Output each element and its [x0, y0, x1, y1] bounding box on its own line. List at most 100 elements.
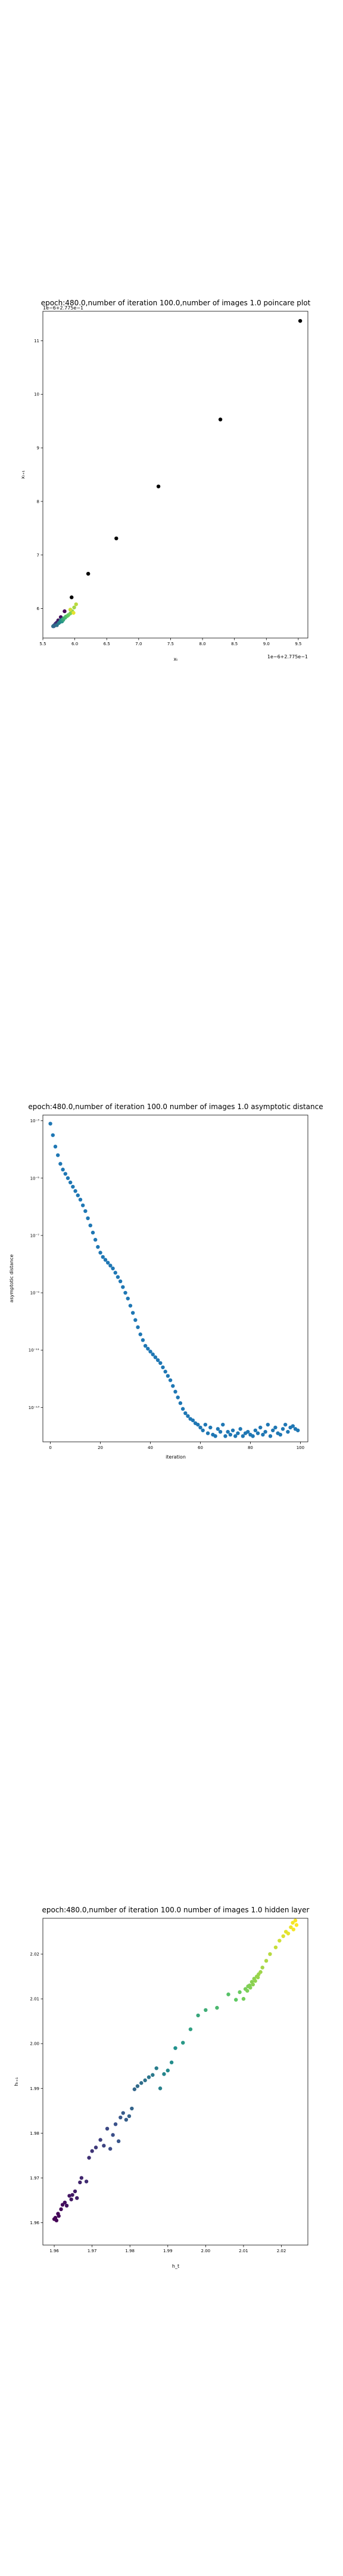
asymptotic-point — [183, 1411, 188, 1416]
hidden-layer-y-tick-label: 1.96 — [30, 2221, 39, 2225]
asymptotic-point — [128, 1304, 133, 1308]
hidden-layer-point — [291, 1921, 295, 1925]
asymptotic-point — [61, 1168, 65, 1172]
asymptotic-point — [136, 1325, 140, 1329]
asymptotic-point — [241, 1434, 245, 1438]
asymptotic-point — [246, 1429, 250, 1434]
hidden-layer-y-tick-label: 2.02 — [30, 1952, 39, 1957]
asymptotic-point — [105, 1261, 110, 1265]
asymptotic-x-tick-label: 60 — [198, 1445, 203, 1450]
hidden-layer-point — [173, 2046, 177, 2050]
asymptotic-point — [201, 1428, 205, 1432]
hidden-layer-point — [143, 2078, 147, 2082]
asymptotic-point — [113, 1271, 117, 1275]
hidden-layer-point — [90, 2149, 94, 2153]
asymptotic-point — [93, 1237, 98, 1242]
hidden-layer-point — [248, 1986, 252, 1990]
hidden-layer-point — [289, 1925, 293, 1930]
poincare-y-tick-label: 6 — [37, 606, 40, 611]
hidden-layer-point — [166, 2069, 170, 2073]
hidden-layer-point — [78, 2180, 82, 2185]
poincare-point — [156, 484, 161, 488]
hidden-layer-x-tick-label: 1.98 — [125, 2249, 135, 2253]
poincare-x-tick-label: 8.0 — [199, 642, 206, 646]
hidden-layer-point — [146, 2075, 151, 2079]
asymptotic-point — [251, 1434, 255, 1438]
poincare-point — [86, 571, 91, 576]
hidden-layer-point — [268, 1952, 272, 1956]
asymptotic-y-tick-label: 10⁻⁵ — [30, 1176, 40, 1181]
hidden-layer-point — [63, 2200, 67, 2205]
poincare-y-tick-label: 7 — [37, 553, 39, 558]
hidden-layer-point — [293, 1918, 298, 1922]
asymptotic-point — [271, 1428, 275, 1432]
hidden-layer-point — [69, 2197, 73, 2202]
poincare-x-tick-label: 6.0 — [71, 642, 78, 646]
hidden-layer-point — [93, 2145, 98, 2150]
asymptotic-point — [213, 1434, 217, 1438]
hidden-layer-point — [105, 2126, 110, 2131]
hidden-layer-point — [226, 1992, 230, 1996]
poincare-title: epoch:480.0,number of iteration 100.0,nu… — [41, 299, 311, 307]
asymptotic-y-tick-label: 10⁻⁷ — [30, 1233, 40, 1238]
hidden-layer-point — [204, 2008, 208, 2012]
hidden-layer-point — [79, 2176, 84, 2180]
asymptotic-point — [280, 1427, 285, 1431]
asymptotic-point — [68, 1180, 73, 1185]
asymptotic-point — [161, 1365, 165, 1370]
asymptotic-point — [166, 1374, 170, 1378]
asymptotic-point — [296, 1428, 300, 1432]
hidden-layer-point — [111, 2133, 115, 2137]
hidden-layer-point — [67, 2194, 71, 2198]
hidden-layer-point — [241, 1996, 246, 2001]
asymptotic-point — [121, 1285, 125, 1289]
hidden-layer-point — [245, 1989, 250, 1993]
asymptotic-point — [291, 1424, 295, 1428]
asymptotic-point — [178, 1401, 183, 1405]
asymptotic-point — [108, 1264, 113, 1268]
hidden-layer-chart: epoch:480.0,number of iteration 100.0 nu… — [14, 1906, 310, 2269]
asymptotic-point — [216, 1427, 220, 1431]
asymptotic-point — [53, 1144, 58, 1149]
asymptotic-x-tick-label: 80 — [248, 1445, 253, 1450]
asymptotic-point — [273, 1425, 277, 1430]
poincare-x-tick-label: 7.5 — [167, 642, 174, 646]
asymptotic-point — [48, 1122, 52, 1126]
asymptotic-point — [111, 1266, 115, 1271]
asymptotic-point — [173, 1389, 177, 1394]
asymptotic-point — [88, 1223, 92, 1228]
hidden-layer-point — [108, 2147, 113, 2151]
hidden-layer-point — [87, 2156, 91, 2160]
asymptotic-point — [163, 1370, 167, 1374]
hidden-layer-point — [169, 2060, 174, 2064]
asymptotic-point — [258, 1425, 263, 1430]
hidden-layer-point — [139, 2081, 144, 2085]
asymptotic-point — [191, 1418, 195, 1423]
hidden-layer-point — [135, 2084, 140, 2088]
asymptotic-x-tick-label: 20 — [98, 1445, 103, 1450]
hidden-layer-point — [158, 2086, 163, 2091]
hidden-layer-point — [215, 2005, 219, 2010]
asymptotic-point — [51, 1133, 55, 1137]
asymptotic-point — [196, 1422, 200, 1427]
hidden-layer-point — [113, 2122, 118, 2126]
asymptotic-point — [233, 1434, 238, 1438]
asymptotic-point — [118, 1279, 123, 1284]
hidden-layer-x-tick-label: 1.99 — [163, 2249, 173, 2253]
asymptotic-point — [66, 1176, 70, 1180]
asymptotic-point — [198, 1425, 202, 1430]
poincare-axes-frame — [42, 311, 308, 639]
asymptotic-point — [58, 1162, 63, 1166]
poincare-y-offset: 1e−6+2.775e−1 — [43, 305, 83, 311]
poincare-x-tick-label: 7.0 — [135, 642, 142, 646]
hidden-layer-x-tick-label: 1.97 — [88, 2249, 97, 2253]
poincare-x-tick-label: 6.5 — [104, 642, 110, 646]
asymptotic-y-tick-label: 10⁻³ — [30, 1119, 40, 1123]
asymptotic-point — [263, 1429, 267, 1434]
asymptotic-point — [266, 1422, 270, 1427]
poincare-y-tick-label: 8 — [37, 499, 39, 504]
asymptotic-point — [151, 1352, 155, 1357]
asymptotic-point — [261, 1432, 265, 1437]
asymptotic-y-label: asymptotic distance — [9, 1254, 14, 1302]
